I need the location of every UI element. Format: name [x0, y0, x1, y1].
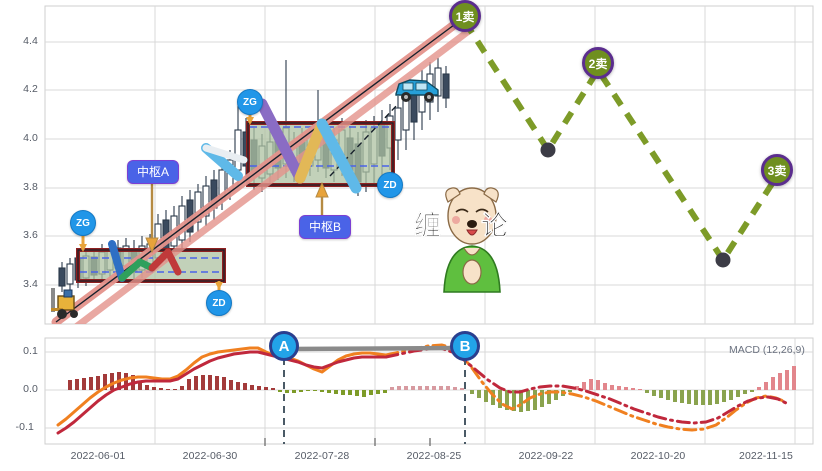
- x-tick: 2022-11-15: [739, 450, 793, 462]
- price-ytick: 4.4: [23, 35, 38, 47]
- forecast-low-dot-1: [540, 142, 556, 158]
- price-ytick: 3.8: [23, 181, 38, 193]
- price-ytick: 4.0: [23, 132, 38, 144]
- watermark-left: 缠: [414, 211, 443, 242]
- macd-marker-a[interactable]: A: [269, 331, 299, 361]
- blue-car-sticker: [395, 79, 439, 102]
- sell-signal-3[interactable]: 3卖: [761, 154, 793, 186]
- price-ytick: 3.6: [23, 229, 38, 241]
- zg-marker-a[interactable]: ZG: [70, 210, 96, 236]
- mascot-sticker: [443, 187, 501, 293]
- price-ytick: 3.4: [23, 278, 38, 290]
- macd-indicator-caption: MACD (12,26,9): [729, 344, 805, 356]
- macd-marker-b[interactable]: B: [450, 331, 480, 361]
- forecast-low-dot-2: [715, 252, 731, 268]
- price-ytick: 4.2: [23, 83, 38, 95]
- x-tick: 2022-06-30: [182, 450, 238, 462]
- x-tick: 2022-09-22: [518, 450, 574, 462]
- macd-ytick: 0.0: [23, 383, 38, 395]
- pivot-box-a: [76, 248, 226, 283]
- watermark-right: 论: [481, 211, 510, 242]
- zd-marker-b[interactable]: ZD: [377, 172, 403, 198]
- macd-ytick: 0.1: [23, 345, 38, 357]
- x-tick: 2022-10-20: [630, 450, 686, 462]
- x-tick: 2022-08-25: [406, 450, 462, 462]
- pivot-box-b: [246, 121, 395, 187]
- forklift-sticker: [51, 288, 78, 319]
- macd-ytick: -0.1: [15, 421, 34, 433]
- pivot-label-b[interactable]: 中枢B: [299, 215, 352, 239]
- sell-signal-2[interactable]: 2卖: [582, 47, 614, 79]
- pivot-label-a[interactable]: 中枢A: [127, 160, 180, 184]
- x-tick: 2022-07-28: [294, 450, 350, 462]
- x-tick: 2022-06-01: [70, 450, 126, 462]
- zg-marker-b[interactable]: ZG: [237, 89, 263, 115]
- zd-marker-a[interactable]: ZD: [206, 290, 232, 316]
- sell-signal-1[interactable]: 1卖: [449, 0, 481, 32]
